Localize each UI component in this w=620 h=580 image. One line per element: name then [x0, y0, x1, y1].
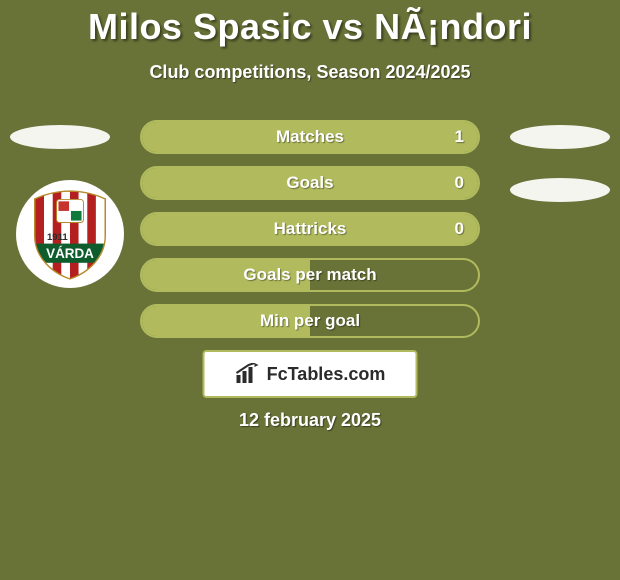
stat-row-goals-per-match: Goals per match [140, 258, 480, 292]
stat-value: 0 [455, 173, 464, 193]
stat-row-matches: Matches 1 [140, 120, 480, 154]
date-text: 12 february 2025 [0, 410, 620, 431]
stats-rows: Matches 1 Goals 0 Hattricks 0 Goals per … [140, 120, 480, 350]
player-avatar-left [10, 125, 110, 149]
stat-label: Goals [286, 173, 333, 193]
player-avatar-right [510, 125, 610, 149]
subtitle: Club competitions, Season 2024/2025 [0, 62, 620, 83]
stat-label: Min per goal [260, 311, 360, 331]
club-badge-svg: 1911 VÁRDA [22, 186, 118, 282]
brand-box[interactable]: FcTables.com [203, 350, 418, 398]
stat-label: Goals per match [243, 265, 376, 285]
stat-value: 0 [455, 219, 464, 239]
stat-label: Matches [276, 127, 344, 147]
badge-banner-text: VÁRDA [46, 246, 94, 261]
badge-year: 1911 [47, 232, 68, 243]
chart-icon [235, 363, 261, 385]
club-badge: 1911 VÁRDA [16, 180, 124, 288]
stat-value: 1 [455, 127, 464, 147]
stat-row-min-per-goal: Min per goal [140, 304, 480, 338]
stat-row-hattricks: Hattricks 0 [140, 212, 480, 246]
brand-text: FcTables.com [267, 364, 386, 385]
stat-label: Hattricks [274, 219, 347, 239]
page-title: Milos Spasic vs NÃ¡ndori [0, 0, 620, 48]
player-avatar-right-secondary [510, 178, 610, 202]
stat-row-goals: Goals 0 [140, 166, 480, 200]
